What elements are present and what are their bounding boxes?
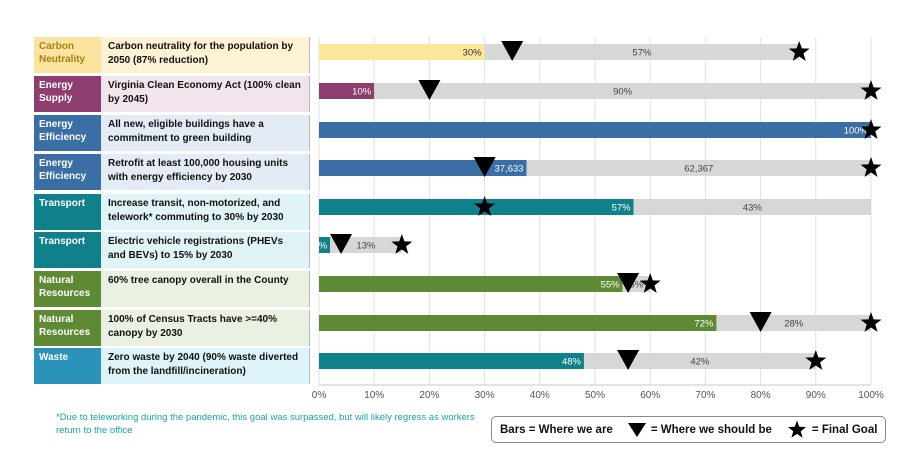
category-label: Energy Efficiency	[34, 154, 101, 190]
should-be-marker	[749, 312, 772, 332]
goal-text: Zero waste by 2040 (90% waste diverted f…	[101, 348, 310, 384]
final-goal-star	[860, 80, 882, 100]
bar-remaining-label: 28%	[784, 319, 804, 330]
goal-text: Retrofit at least 100,000 housing units …	[101, 154, 310, 190]
x-tick-label: 30%	[475, 390, 495, 401]
bar-remaining	[583, 353, 816, 369]
footnote: *Due to teleworking during the pandemic,…	[56, 412, 475, 436]
goal-row: Natural Resources 60% tree canopy overall…	[34, 271, 310, 307]
goal-row: Waste Zero waste by 2040 (90% waste diver…	[34, 348, 310, 384]
final-goal-star	[860, 157, 882, 177]
goal-row: Carbon Neutrality Carbon neutrality for t…	[34, 37, 310, 73]
goal-text: Virginia Clean Economy Act (100% clean b…	[101, 76, 310, 112]
bar-current	[319, 83, 375, 99]
bar-current-label: 55%	[601, 280, 621, 291]
goal-text: 100% of Census Tracts have >=40% canopy …	[101, 310, 310, 346]
bar-current-label: 48%	[562, 357, 582, 368]
x-tick-label: 80%	[751, 390, 771, 401]
goal-text: 60% tree canopy overall in the County	[101, 271, 310, 307]
bar-current-label: 72%	[694, 319, 714, 330]
category-label: Energy Supply	[34, 76, 101, 112]
bar-remaining-label: 42%	[690, 357, 710, 368]
final-goal-star	[805, 350, 827, 370]
x-tick-label: 70%	[695, 390, 715, 401]
bar-current	[319, 122, 871, 138]
bar-remaining-label: 90%	[613, 87, 633, 98]
bar-remaining	[374, 83, 871, 99]
goal-row: Energy Efficiency All new, eligible build…	[34, 115, 310, 151]
category-label: Natural Resources	[34, 310, 101, 346]
category-label: Waste	[34, 348, 101, 384]
goal-row: Transport Electric vehicle registrations …	[34, 232, 310, 268]
final-goal-star	[391, 234, 413, 254]
bar-current	[319, 237, 331, 253]
final-goal-star	[639, 273, 661, 293]
legend: Bars = Where we are = Where we should be…	[491, 416, 886, 443]
final-goal-star	[860, 312, 882, 332]
bar-remaining	[526, 160, 871, 176]
goal-row: Transport Increase transit, non-motorized…	[34, 194, 310, 230]
should-be-marker	[418, 80, 441, 100]
bar-remaining-label: 5%	[630, 280, 644, 291]
goal-row: Natural Resources 100% of Census Tracts h…	[34, 310, 310, 346]
bar-current	[319, 160, 527, 176]
should-be-marker	[617, 273, 640, 293]
bar-remaining	[633, 199, 871, 215]
category-label: Natural Resources	[34, 271, 101, 307]
goal-text: Electric vehicle registrations (PHEVs an…	[101, 232, 310, 268]
legend-triangle-icon	[627, 422, 646, 437]
goal-text: All new, eligible buildings have a commi…	[101, 115, 310, 151]
should-be-marker	[473, 157, 496, 177]
goal-row: Energy Efficiency Retrofit at least 100,0…	[34, 154, 310, 190]
bar-current-label: 10%	[352, 87, 372, 98]
bar-remaining-label: 57%	[632, 48, 652, 59]
bar-current-label: 37,633	[494, 164, 523, 175]
bar-current-label: 57%	[612, 203, 632, 214]
bar-current	[319, 199, 634, 215]
bar-remaining-label: 43%	[743, 203, 763, 214]
x-tick-label: 50%	[585, 390, 605, 401]
legend-bars-label: Bars = Where we are	[500, 423, 613, 436]
x-tick-label: 60%	[640, 390, 660, 401]
should-be-marker	[501, 41, 524, 61]
x-tick-label: 100%	[858, 390, 884, 401]
goal-text: Increase transit, non-motorized, and tel…	[101, 194, 310, 230]
bar-current	[319, 353, 584, 369]
should-be-marker	[617, 350, 640, 370]
category-label: Transport	[34, 232, 101, 268]
x-tick-label: 0%	[312, 390, 327, 401]
goal-row: Energy Supply Virginia Clean Economy Act …	[34, 76, 310, 112]
bar-current-label: 100%	[844, 126, 869, 137]
x-tick-label: 10%	[364, 390, 384, 401]
legend-star-icon	[787, 420, 806, 438]
should-be-marker	[330, 234, 353, 254]
bar-current-label: 30%	[463, 48, 483, 59]
bar-remaining-label: 13%	[356, 241, 376, 252]
final-goal-star	[860, 119, 882, 139]
category-label: Transport	[34, 194, 101, 230]
category-label: Carbon Neutrality	[34, 37, 101, 73]
bar-current-label: 2%	[313, 241, 327, 252]
x-tick-label: 20%	[419, 390, 439, 401]
x-tick-label: 90%	[806, 390, 826, 401]
legend-triangle-label: = Where we should be	[650, 423, 772, 436]
bar-remaining	[484, 44, 800, 60]
bar-current	[319, 44, 485, 60]
goal-text: Carbon neutrality for the population by …	[101, 37, 310, 73]
bar-current	[319, 276, 623, 292]
bar-current	[319, 315, 717, 331]
final-goal-star	[474, 196, 496, 216]
final-goal-star	[788, 41, 810, 61]
x-tick-label: 40%	[530, 390, 550, 401]
category-label: Energy Efficiency	[34, 115, 101, 151]
legend-star-label: = Final Goal	[811, 423, 878, 436]
bar-remaining-label: 62,367	[684, 164, 713, 175]
